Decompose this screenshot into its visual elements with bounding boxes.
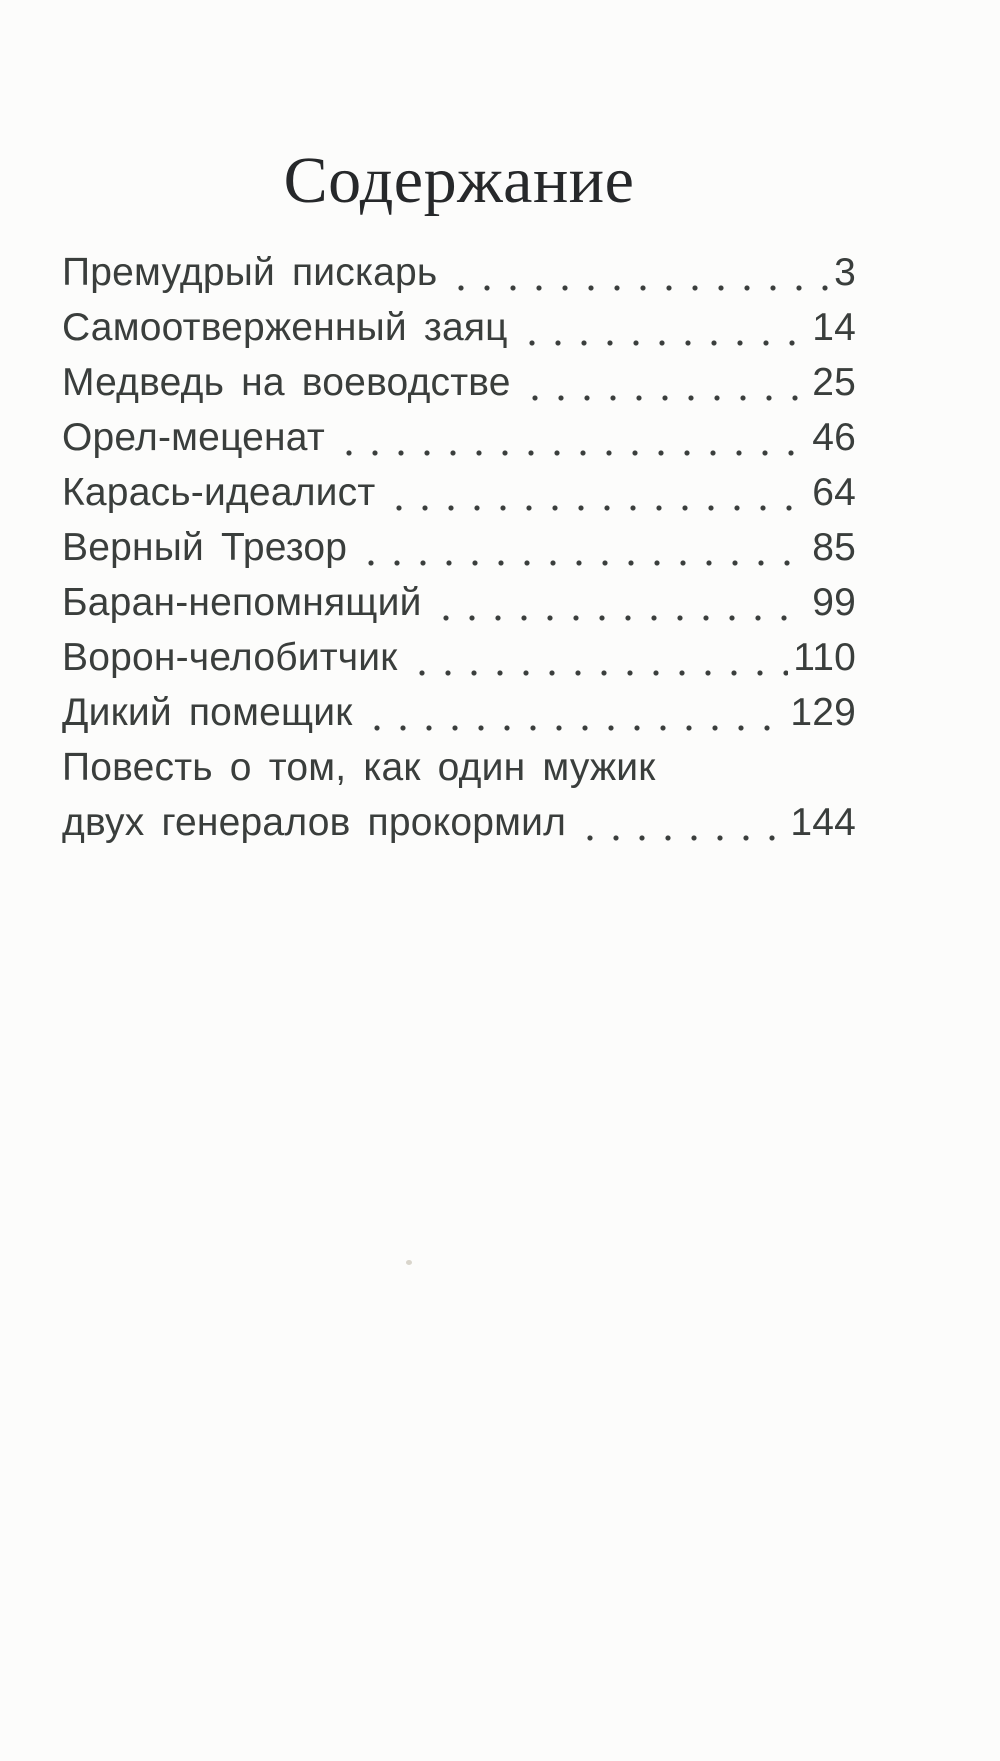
dot-leader	[430, 615, 808, 621]
dot-leader	[406, 670, 789, 676]
toc-page-number: 64	[812, 471, 856, 514]
toc-page-number: 3	[834, 251, 856, 294]
toc-title: Премудрый пискарь	[62, 251, 438, 294]
dot-leader	[516, 340, 808, 346]
toc-title: Повесть о том, как один мужик	[62, 746, 656, 789]
toc-title: Баран-непомнящий	[62, 581, 422, 624]
toc-title: Ворон-челобитчик	[62, 636, 398, 679]
toc-title: Дикий помещик	[62, 691, 353, 734]
toc-page-number: 46	[812, 416, 856, 459]
toc-title: Самоотверженный заяц	[62, 306, 508, 349]
paper-speck	[406, 1260, 412, 1265]
toc-row: Медведь на воеводстве 25	[62, 355, 856, 410]
toc-title: Карась-идеалист	[62, 471, 376, 514]
dot-leader	[361, 725, 786, 731]
toc-row: Орел-меценат 46	[62, 410, 856, 465]
toc-row: Дикий помещик 129	[62, 685, 856, 740]
toc-page-number: 25	[812, 361, 856, 404]
toc-row: Верный Трезор 85	[62, 520, 856, 575]
toc-page-number: 110	[793, 636, 856, 679]
toc-page-number: 85	[812, 526, 856, 569]
toc-page-number: 129	[790, 691, 856, 734]
toc-row: Премудрый пискарь 3	[62, 245, 856, 300]
dot-leader	[519, 395, 808, 401]
toc-row: Баран-непомнящий 99	[62, 575, 856, 630]
page-title: Содержание	[283, 144, 635, 217]
book-page: { "page": { "title": "Содержание" }, "to…	[0, 148, 1000, 1761]
dot-leader	[384, 505, 808, 511]
toc-row: Самоотверженный заяц 14	[62, 300, 856, 355]
toc-page-number: 14	[812, 306, 856, 349]
dot-leader	[356, 560, 808, 566]
dot-leader	[333, 450, 808, 456]
toc-page-number: 144	[790, 801, 856, 844]
toc-row: Ворон-челобитчик 110	[62, 630, 856, 685]
toc-title: Орел-меценат	[62, 416, 325, 459]
toc-title: Верный Трезор	[62, 526, 348, 569]
toc-page-number: 99	[812, 581, 856, 624]
toc-row: Повесть о том, как один мужик	[62, 740, 856, 795]
dot-leader	[575, 835, 786, 841]
toc-row: двух генералов прокормил 144	[62, 795, 856, 850]
dot-leader	[446, 285, 830, 291]
toc-list: Премудрый пискарь 3 Самоотверженный заяц…	[62, 245, 856, 850]
toc-row: Карась-идеалист 64	[62, 465, 856, 520]
toc-title: двух генералов прокормил	[62, 801, 567, 844]
toc-title: Медведь на воеводстве	[62, 361, 511, 404]
